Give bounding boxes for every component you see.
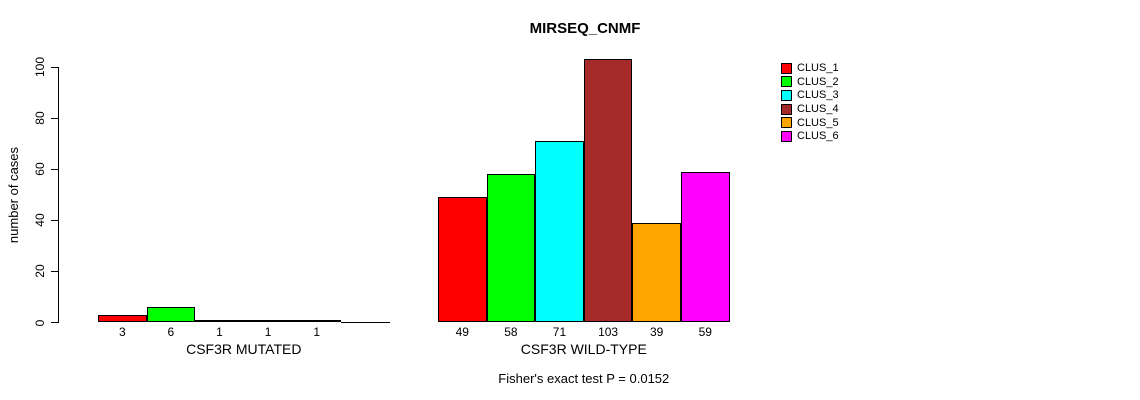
bar-clus_4-group0 bbox=[243, 319, 293, 323]
y-axis-tick bbox=[51, 117, 58, 119]
bar-value-label: 58 bbox=[504, 325, 518, 339]
legend-label: CLUS_6 bbox=[797, 130, 839, 143]
legend-swatch-clus_1 bbox=[781, 62, 792, 74]
legend-label: CLUS_3 bbox=[797, 89, 839, 102]
legend-item: CLUS_2 bbox=[781, 76, 839, 88]
x-group-label-mutated: CSF3R MUTATED bbox=[186, 341, 302, 357]
legend-swatch-clus_3 bbox=[781, 89, 792, 101]
bar-clus_2-group1 bbox=[486, 174, 536, 323]
y-axis-line bbox=[58, 67, 59, 323]
chart-title: MIRSEQ_CNMF bbox=[529, 20, 641, 37]
legend-swatch-clus_6 bbox=[781, 130, 792, 142]
legend-item: CLUS_1 bbox=[781, 62, 839, 74]
legend-item: CLUS_3 bbox=[781, 89, 839, 101]
legend-swatch-clus_4 bbox=[781, 103, 792, 115]
legend-swatch-clus_5 bbox=[781, 117, 792, 129]
bar-clus_6-group1 bbox=[681, 171, 730, 323]
y-axis-tick bbox=[51, 66, 58, 68]
x-group-label-wildtype: CSF3R WILD-TYPE bbox=[520, 341, 647, 357]
bar-clus_6-group0-zero bbox=[341, 321, 390, 323]
legend-swatch-clus_2 bbox=[781, 76, 792, 88]
legend-label: CLUS_1 bbox=[797, 62, 839, 74]
bar-value-label: 1 bbox=[313, 325, 321, 339]
legend-item: CLUS_4 bbox=[781, 103, 839, 115]
bar-value-label: 49 bbox=[455, 325, 469, 339]
bar-clus_3-group1 bbox=[535, 141, 584, 323]
bar-value-label: 3 bbox=[118, 325, 126, 339]
y-axis-tick-label: 60 bbox=[33, 162, 47, 176]
bar-value-label: 1 bbox=[216, 325, 223, 339]
y-axis-tick bbox=[51, 322, 58, 323]
fisher-test-annotation: Fisher's exact test P = 0.0152 bbox=[498, 371, 670, 386]
legend-label: CLUS_5 bbox=[797, 116, 839, 129]
bar-clus_2-group0 bbox=[146, 307, 196, 323]
y-axis-tick bbox=[51, 168, 58, 170]
bar-clus_1-group1 bbox=[438, 197, 487, 323]
legend-item: CLUS_6 bbox=[781, 130, 839, 142]
bar-value-label: 1 bbox=[264, 325, 272, 339]
y-axis-tick bbox=[51, 270, 58, 272]
y-axis-tick bbox=[51, 219, 58, 221]
legend-item: CLUS_5 bbox=[781, 117, 839, 129]
y-axis-tick-label: 100 bbox=[33, 56, 47, 78]
legend-label: CLUS_2 bbox=[797, 75, 839, 88]
bar-value-label: 103 bbox=[598, 325, 619, 339]
bar-value-label: 59 bbox=[698, 325, 712, 339]
y-axis-title: number of cases bbox=[6, 146, 21, 244]
y-axis-tick-label: 80 bbox=[33, 111, 47, 125]
y-axis-tick-label: 40 bbox=[33, 213, 47, 227]
bar-clus_1-group0 bbox=[98, 314, 147, 323]
bar-value-label: 71 bbox=[552, 325, 567, 339]
y-axis-tick-label: 0 bbox=[33, 319, 47, 326]
bar-clus_3-group0 bbox=[195, 319, 244, 323]
y-axis-tick-label: 20 bbox=[33, 264, 47, 279]
bar-value-label: 39 bbox=[650, 325, 664, 339]
bar-clus_5-group1 bbox=[632, 222, 681, 323]
legend: CLUS_1 CLUS_2 CLUS_3 CLUS_4 CLUS_5 CLUS_6 bbox=[781, 62, 839, 144]
bar-clus_5-group0 bbox=[292, 319, 341, 323]
bar-value-label: 6 bbox=[167, 325, 175, 339]
bar-clus_4-group1 bbox=[583, 59, 633, 323]
legend-label: CLUS_4 bbox=[797, 103, 839, 116]
